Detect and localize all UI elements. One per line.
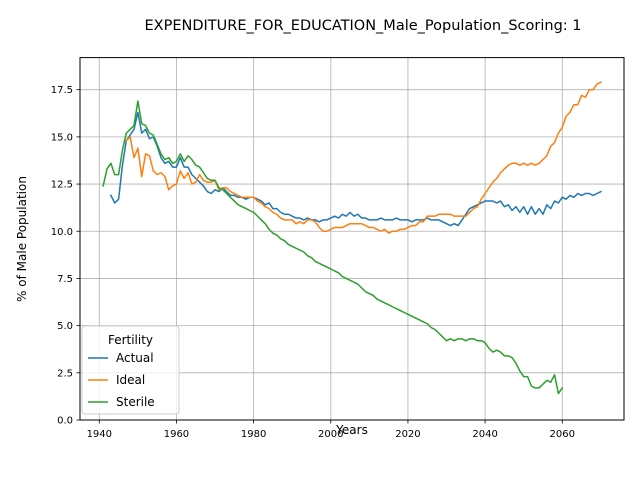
x-tick-label: 2040	[472, 429, 497, 440]
y-axis-ticks: 0.0 2.5 5.0 7.5 10.0 12.5 15.0 17.5	[51, 85, 80, 427]
x-tick-label: 1960	[164, 429, 189, 440]
y-axis-label: % of Male Population	[15, 176, 29, 302]
legend: Fertility Actual Ideal Sterile	[81, 325, 180, 415]
legend-label-ideal: Ideal	[116, 373, 145, 387]
y-tick-label: 15.0	[51, 132, 73, 143]
y-tick-label: 10.0	[51, 227, 73, 238]
legend-label-actual: Actual	[116, 351, 154, 365]
y-tick-label: 12.5	[51, 180, 73, 191]
chart-title: EXPENDITURE_FOR_EDUCATION_Male_Populatio…	[144, 18, 581, 34]
y-tick-label: 17.5	[51, 85, 73, 96]
y-tick-label: 0.0	[57, 416, 73, 427]
x-tick-label: 2020	[395, 429, 420, 440]
series-lines	[102, 81, 602, 395]
x-tick-label: 2060	[550, 429, 575, 440]
x-tick-label: 2000	[318, 429, 343, 440]
legend-label-sterile: Sterile	[116, 395, 155, 409]
series-line-sterile	[102, 100, 564, 395]
legend-title: Fertility	[108, 333, 153, 347]
x-tick-label: 1940	[87, 429, 112, 440]
y-tick-label: 2.5	[57, 368, 73, 379]
plot-frame	[79, 57, 625, 421]
series-line-actual	[109, 111, 602, 227]
series-line-ideal	[125, 81, 602, 234]
x-axis-ticks: 1940 1960 1980 2000 2020 2040 2060	[87, 420, 575, 440]
y-tick-label: 5.0	[57, 321, 73, 332]
x-axis-label: Years	[335, 423, 368, 437]
legend-items: Actual Ideal Sterile	[88, 351, 155, 409]
x-tick-label: 1980	[241, 429, 266, 440]
y-tick-label: 7.5	[57, 274, 73, 285]
legend-box	[81, 325, 180, 415]
